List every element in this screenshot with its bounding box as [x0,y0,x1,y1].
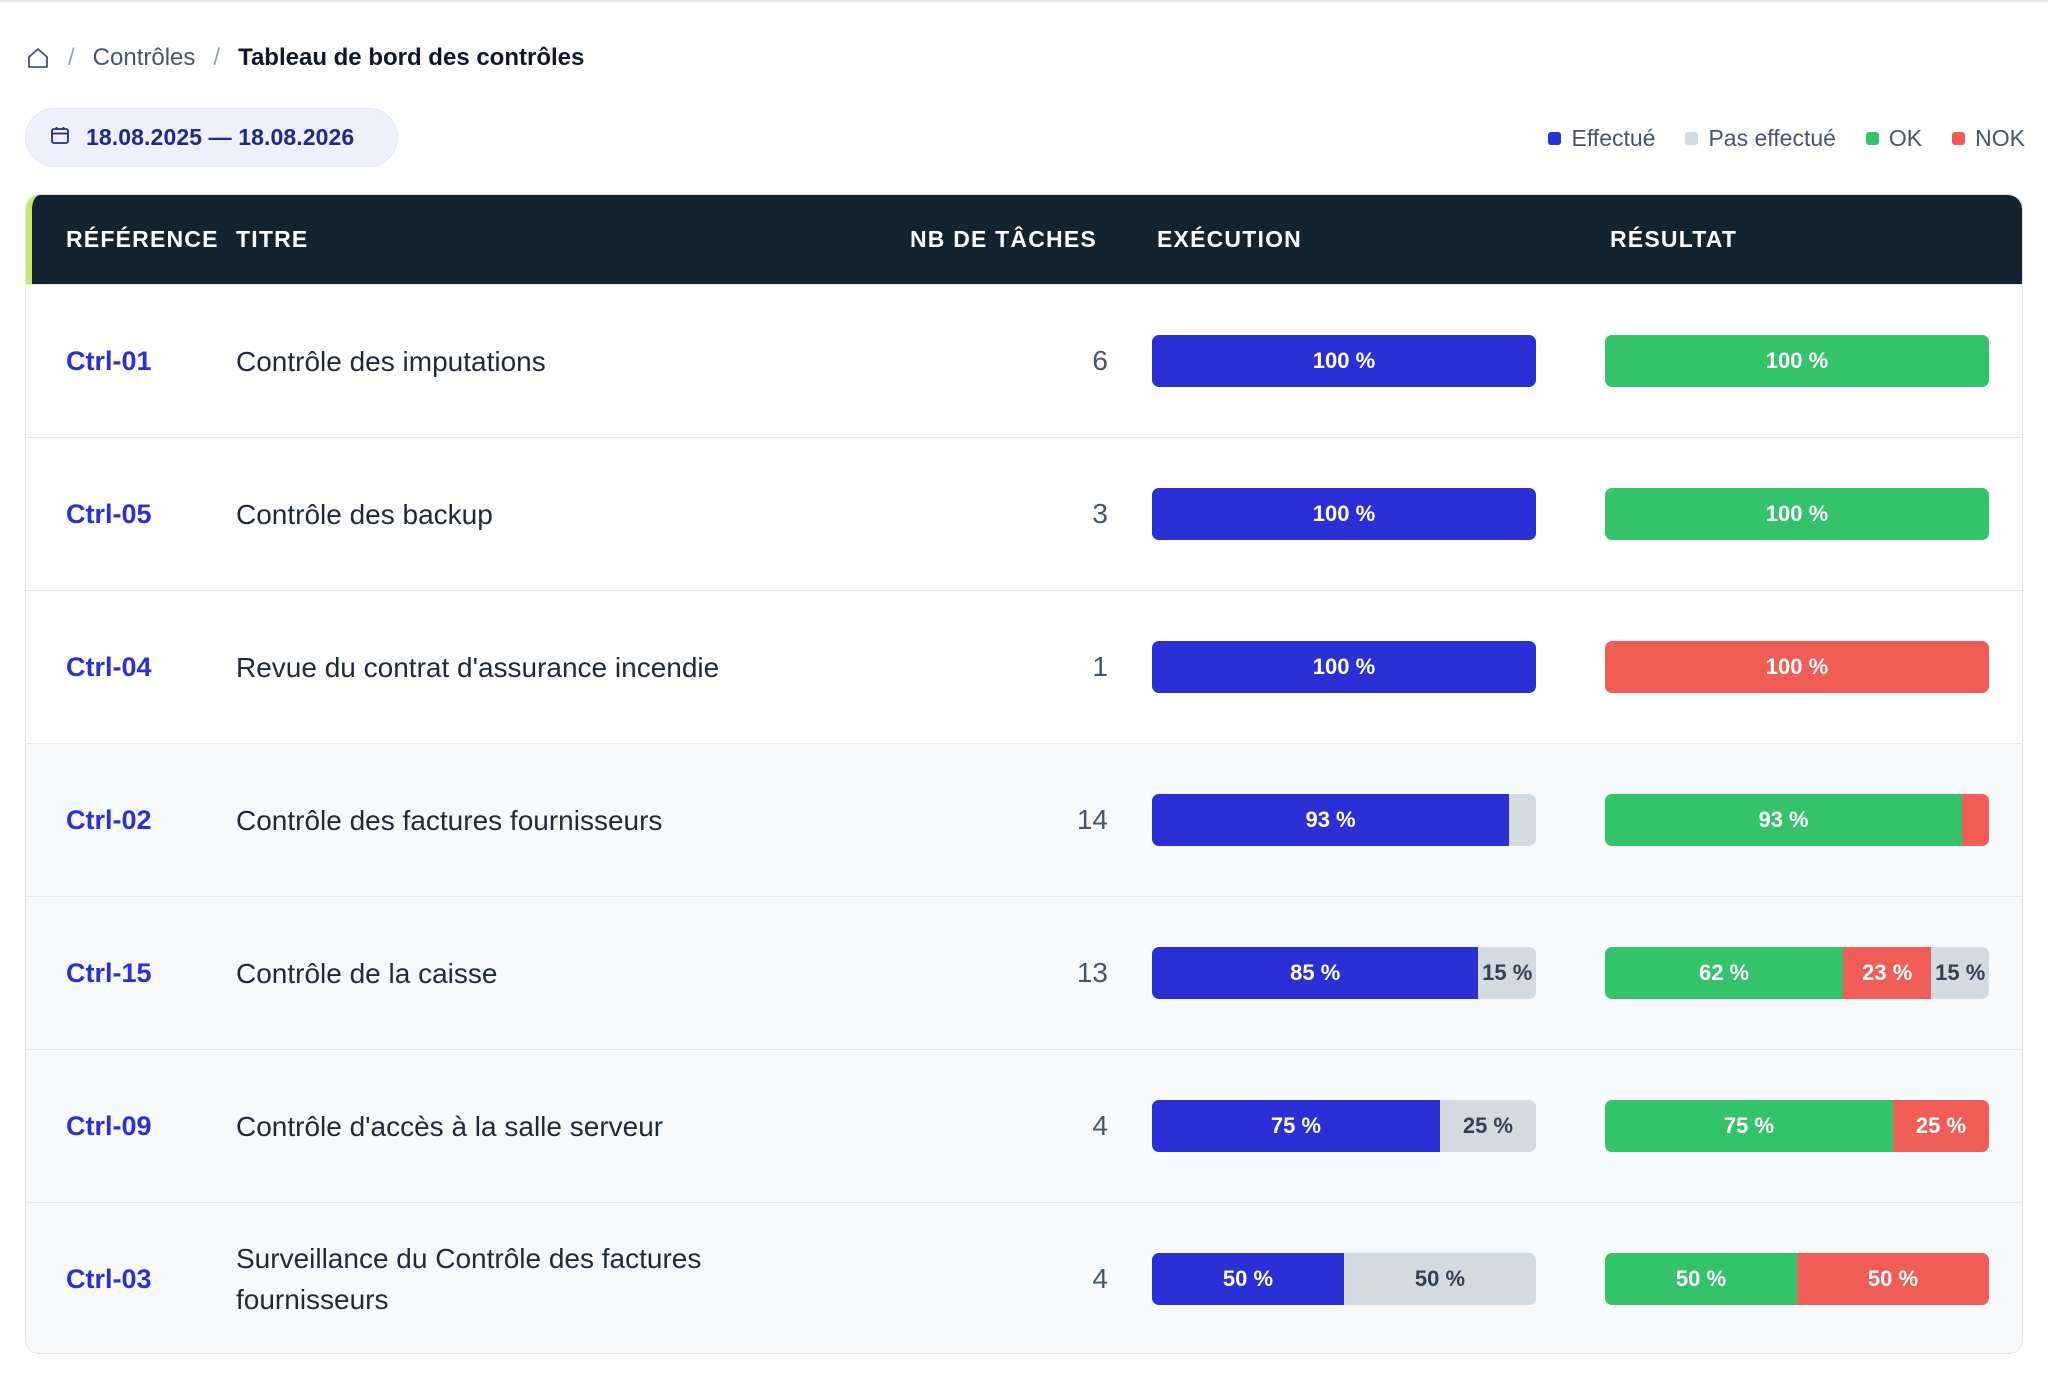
table-row[interactable]: Ctrl-15 Contrôle de la caisse 13 85 % 15 % 62… [26,896,2022,1049]
row-task-count: 14 [1076,804,1108,835]
column-header-reference[interactable]: RÉFÉRENCE [66,226,219,252]
execution-bar-segment-notdone: 15 % [1478,947,1536,999]
legend-label: Pas effectué [1708,124,1836,151]
legend-item-effectue: Effectué [1548,125,1655,152]
legend-item-ok: OK [1865,124,1923,152]
result-bar-segment-ok: 93 % [1605,794,1963,846]
result-bar-segment-ok: 75 % [1605,1100,1893,1152]
legend-swatch [1685,131,1699,145]
execution-bar: 75 % 25 % [1152,1100,1536,1152]
legend-label: NOK [1975,124,2025,151]
legend-swatch [1865,131,1879,145]
execution-bar-segment-done: 75 % [1152,1100,1440,1152]
execution-bar-segment-notdone: 25 % [1440,1100,1536,1152]
table-row[interactable]: Ctrl-01 Contrôle des imputations 6 100 % 100… [26,284,2022,437]
legend-item-nok: NOK [1952,125,2025,152]
table-row[interactable]: Ctrl-04 Revue du contrat d'assurance ince… [26,590,2022,743]
row-reference-link[interactable]: Ctrl-03 [66,1263,152,1294]
table-row[interactable]: Ctrl-02 Contrôle des factures fournisseur… [26,743,2022,896]
result-bar: 50 % 50 % [1605,1253,1989,1305]
result-bar-segment-nok: 23 % [1843,947,1932,999]
legend-item-pas-effectue: Pas effectué [1685,124,1836,152]
result-bar-segment-nok: 100 % [1605,641,1989,693]
row-reference-link[interactable]: Ctrl-04 [66,651,152,682]
result-bar-segment-nok: 50 % [1797,1253,1989,1305]
row-reference-link[interactable]: Ctrl-15 [66,957,152,988]
legend-swatch [1952,131,1966,145]
result-bar: 100 % [1605,641,1989,693]
breadcrumb-current-page: Tableau de bord des contrôles [238,44,585,71]
table-row[interactable]: Ctrl-05 Contrôle des backup 3 100 % 100 % [26,437,2022,590]
legend-swatch [1548,131,1562,145]
result-bar-segment-nok: 25 % [1893,1100,1989,1152]
result-bar-segment-ok: 62 % [1605,947,1844,999]
row-title: Contrôle de la caisse [236,957,498,989]
row-title: Surveillance du Contrôle des factures fo… [236,1243,702,1315]
row-task-count: 13 [1076,957,1108,988]
breadcrumb-separator: / [68,44,75,71]
result-bar-segment-nok [1962,794,1989,846]
row-task-count: 1 [1092,651,1108,682]
row-reference-link[interactable]: Ctrl-02 [66,804,152,835]
result-bar: 100 % [1605,335,1989,387]
column-header-execution[interactable]: EXÉCUTION [1157,226,1302,252]
execution-bar-segment-done: 93 % [1152,794,1510,846]
row-task-count: 6 [1092,345,1108,376]
table-header: RÉFÉRENCE TITRE NB DE TÂCHES EXÉCUTION R… [26,195,2022,284]
column-header-tasks[interactable]: NB DE TÂCHES [910,226,1097,252]
execution-bar-segment-done: 50 % [1152,1253,1344,1305]
row-title: Revue du contrat d'assurance incendie [236,651,720,683]
execution-bar: 85 % 15 % [1152,947,1536,999]
execution-bar: 100 % [1152,488,1536,540]
execution-bar-segment-done: 100 % [1152,641,1536,693]
row-title: Contrôle des imputations [236,345,546,377]
result-bar: 100 % [1605,488,1989,540]
legend-label: Effectué [1571,124,1656,151]
result-bar: 62 % 23 % 15 % [1605,947,1989,999]
breadcrumb-link-controles[interactable]: Contrôles [92,44,196,71]
table-row[interactable]: Ctrl-03 Surveillance du Contrôle des fact… [26,1202,2022,1353]
legend-label: OK [1888,124,1923,151]
row-task-count: 3 [1092,498,1108,529]
row-reference-link[interactable]: Ctrl-09 [66,1110,152,1141]
column-header-title[interactable]: TITRE [236,226,309,252]
row-task-count: 4 [1092,1263,1108,1294]
row-title: Contrôle d'accès à la salle serveur [236,1110,664,1142]
result-bar: 93 % [1605,794,1989,846]
breadcrumb: / Contrôles / Tableau de bord des contrô… [26,42,584,74]
execution-bar: 100 % [1152,335,1536,387]
legend: Effectué Pas effectué OK NOK [1548,122,2025,154]
execution-bar-segment-done: 100 % [1152,488,1536,540]
execution-bar-segment-done: 100 % [1152,335,1536,387]
execution-bar-segment-notdone [1509,794,1536,846]
table-row[interactable]: Ctrl-09 Contrôle d'accès à la salle serve… [26,1049,2022,1202]
result-bar-segment-ok: 100 % [1605,335,1989,387]
home-icon[interactable] [26,46,50,70]
execution-bar: 100 % [1152,641,1536,693]
execution-bar-segment-done: 85 % [1152,947,1479,999]
result-bar: 75 % 25 % [1605,1100,1989,1152]
result-bar-segment-ok: 50 % [1605,1253,1797,1305]
execution-bar: 50 % 50 % [1152,1253,1536,1305]
execution-bar-segment-notdone: 50 % [1344,1253,1536,1305]
row-title: Contrôle des factures fournisseurs [236,804,663,836]
row-title: Contrôle des backup [236,498,493,530]
controls-table: RÉFÉRENCE TITRE NB DE TÂCHES EXÉCUTION R… [25,194,2023,1354]
result-bar-segment-notdone: 15 % [1931,947,1989,999]
date-range-label: 18.08.2025 — 18.08.2026 [86,124,355,150]
date-range-picker[interactable]: 18.08.2025 — 18.08.2026 [25,108,398,167]
execution-bar: 93 % [1152,794,1536,846]
result-bar-segment-ok: 100 % [1605,488,1989,540]
column-header-result[interactable]: RÉSULTAT [1610,226,1738,252]
calendar-icon [50,125,70,150]
row-reference-link[interactable]: Ctrl-01 [66,345,152,376]
row-reference-link[interactable]: Ctrl-05 [66,498,152,529]
top-border [0,0,2048,2]
row-task-count: 4 [1092,1110,1108,1141]
breadcrumb-separator: / [213,44,221,71]
